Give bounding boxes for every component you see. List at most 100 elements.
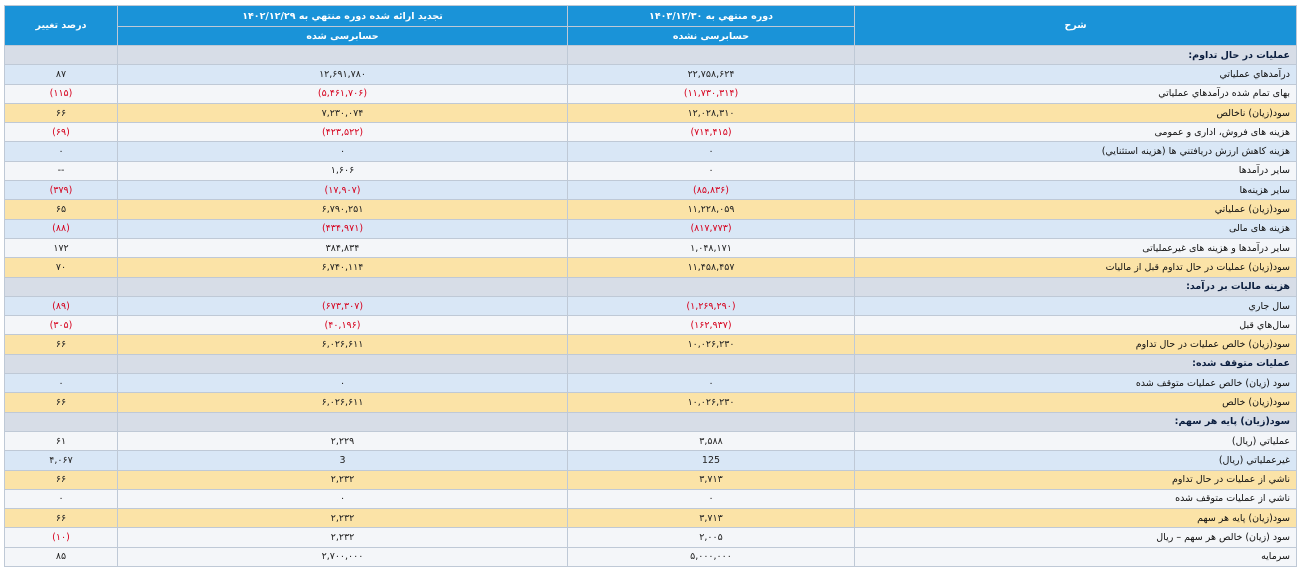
row-current-value: ۳,۷۱۳	[567, 508, 855, 529]
row-previous-value	[117, 276, 568, 297]
row-description: غيرعملياتي (ريال)	[854, 450, 1297, 471]
section-header-row: عملیات در حال تداوم:	[4, 44, 1297, 66]
table-row: هزينه هاى فروش، ادارى و عمومى (۷۱۴,۴۱۵) (۴…	[4, 122, 1297, 143]
row-description: بهاى تمام شده درآمدهاي عملياتي	[854, 83, 1297, 104]
row-description: سال جاري	[854, 295, 1297, 317]
row-previous-value: ۱۲,۶۹۱,۷۸۰	[117, 64, 568, 85]
row-previous-value	[117, 353, 568, 375]
row-current-value: ۰	[567, 488, 855, 510]
row-current-value: (۱۶۲,۹۳۷)	[567, 315, 855, 336]
row-description: سود(زيان) پايه هر سهم	[854, 508, 1297, 529]
table-row: ناشي از عمليات در حال تداوم ۳,۷۱۳ ۲,۲۳۲ ۶۶	[4, 469, 1297, 490]
row-current-value: (۷۱۴,۴۱۵)	[567, 122, 855, 143]
header-current-period: دوره منتهي به ۱۴۰۳/۱۲/۳۰	[567, 5, 855, 27]
row-current-value: ۱۱,۲۲۸,۰۵۹	[567, 199, 855, 220]
table-row: غيرعملياتي (ريال) 125 3 ۴,۰۶۷	[4, 450, 1297, 471]
row-description: عملیات در حال تداوم:	[854, 44, 1297, 66]
row-previous-value: ۰	[117, 488, 568, 510]
row-description: سال‌هاي قبل	[854, 315, 1297, 336]
row-change-percent: ۶۱	[4, 430, 118, 452]
section-header-row: هزينه ماليات بر درآمد:	[4, 276, 1297, 297]
row-change-percent: ۶۶	[4, 469, 118, 490]
row-change-percent: (۳۷۹)	[4, 180, 118, 201]
row-current-value: ۱,۰۴۸,۱۷۱	[567, 237, 855, 259]
row-description: سود(زيان) عمليات در حال تداوم قبل از مال…	[854, 257, 1297, 278]
row-current-value	[567, 44, 855, 66]
row-change-percent: ۴,۰۶۷	[4, 450, 118, 471]
table-row: سود(زيان) ناخالص ۱۲,۰۲۸,۳۱۰ ۷,۲۳۰,۰۷۴ ۶۶	[4, 102, 1297, 124]
row-current-value: 125	[567, 450, 855, 471]
row-current-value: ۱۱,۴۵۸,۴۵۷	[567, 257, 855, 278]
row-current-value	[567, 353, 855, 375]
row-description: سود(زيان) خالص	[854, 392, 1297, 413]
row-description: ساير درآمدها و هزينه هاى غيرعملياتى	[854, 237, 1297, 259]
row-previous-value: (۴۰,۱۹۶)	[117, 315, 568, 336]
row-current-value: ۱۰,۰۲۶,۲۳۰	[567, 392, 855, 413]
table-row: هزينه کاهش ارزش دريافتني ها (هزينه استثن…	[4, 141, 1297, 162]
section-header-row: عمليات متوقف شده:	[4, 353, 1297, 375]
header-previous-audit-status: حسابرسی شده	[117, 26, 568, 46]
row-current-value: ۰	[567, 160, 855, 182]
row-change-percent: ۸۵	[4, 546, 118, 568]
row-change-percent: ۰	[4, 373, 118, 394]
row-change-percent: --	[4, 160, 118, 182]
row-current-value: ۳,۵۸۸	[567, 430, 855, 452]
row-current-value: (۱۱,۷۳۰,۳۱۴)	[567, 83, 855, 104]
row-change-percent: ۶۶	[4, 334, 118, 355]
row-change-percent	[4, 411, 118, 432]
row-change-percent: ۶۵	[4, 199, 118, 220]
row-description: سود(زيان) ناخالص	[854, 102, 1297, 124]
row-change-percent: (۱۱۵)	[4, 83, 118, 104]
row-current-value	[567, 411, 855, 432]
row-change-percent: ۰	[4, 141, 118, 162]
table-row: سود(زيان) خالص ۱۰,۰۲۶,۲۳۰ ۶,۰۲۶,۶۱۱ ۶۶	[4, 392, 1297, 413]
table-row: سود(زيان) عملياتي ۱۱,۲۲۸,۰۵۹ ۶,۷۹۰,۲۵۱ ۶۵	[4, 199, 1297, 220]
subheader-row: حسابرسی نشده حسابرسی شده	[5, 26, 1297, 46]
row-previous-value: ۲,۲۳۲	[117, 469, 568, 490]
table-row: سود(زيان) عمليات در حال تداوم قبل از مال…	[4, 257, 1297, 278]
row-previous-value: 3	[117, 450, 568, 471]
row-change-percent: ۰	[4, 488, 118, 510]
table-row: درآمدهاي عملياتي ۲۲,۷۵۸,۶۲۴ ۱۲,۶۹۱,۷۸۰ ۸۷	[4, 64, 1297, 85]
row-previous-value: ۶,۷۴۰,۱۱۴	[117, 257, 568, 278]
row-change-percent	[4, 44, 118, 66]
section-header-row: سود(زيان) پايه هر سهم:	[4, 411, 1297, 432]
row-change-percent: ۸۷	[4, 64, 118, 85]
row-previous-value	[117, 44, 568, 66]
row-description: سود (زيان) خالص هر سهم – ريال	[854, 527, 1297, 548]
header-row: شرح دوره منتهي به ۱۴۰۳/۱۲/۳۰ تجدید ارائه…	[4, 5, 1297, 46]
row-change-percent: (۱۰)	[4, 527, 118, 548]
row-change-percent	[4, 276, 118, 297]
income-statement-table: شرح دوره منتهي به ۱۴۰۳/۱۲/۳۰ تجدید ارائه…	[4, 5, 1297, 568]
row-previous-value: (۴۲۳,۵۲۲)	[117, 122, 568, 143]
header-desc: شرح	[854, 5, 1297, 46]
row-description: سایر هزینه‌ها	[854, 180, 1297, 201]
row-description: سود (زيان) خالص عمليات متوقف شده	[854, 373, 1297, 394]
table-row: ساير درآمدها ۰ ۱,۶۰۶ --	[4, 160, 1297, 182]
header-change-percent: درصد تغییر	[4, 5, 118, 46]
row-change-percent: ۷۰	[4, 257, 118, 278]
row-previous-value: ۰	[117, 373, 568, 394]
row-change-percent: ۶۶	[4, 102, 118, 124]
row-description: درآمدهاي عملياتي	[854, 64, 1297, 85]
row-previous-value: ۲,۷۰۰,۰۰۰	[117, 546, 568, 568]
row-current-value: (۸۵,۸۳۶)	[567, 180, 855, 201]
table-row: سال‌هاي قبل (۱۶۲,۹۳۷) (۴۰,۱۹۶) (۳۰۵)	[4, 315, 1297, 336]
row-previous-value: ۱,۶۰۶	[117, 160, 568, 182]
row-description: ناشي از عمليات در حال تداوم	[854, 469, 1297, 490]
row-current-value: (۸۱۷,۷۷۳)	[567, 218, 855, 239]
header-previous-period: تجدید ارائه شده دوره منتهي به ۱۴۰۲/۱۲/۲۹	[117, 5, 568, 27]
income-statement: شرح دوره منتهي به ۱۴۰۳/۱۲/۳۰ تجدید ارائه…	[4, 5, 1297, 568]
row-description: ناشي از عمليات متوقف شده	[854, 488, 1297, 510]
row-current-value: ۱۲,۰۲۸,۳۱۰	[567, 102, 855, 124]
row-previous-value: ۶,۰۲۶,۶۱۱	[117, 392, 568, 413]
row-change-percent: (۳۰۵)	[4, 315, 118, 336]
row-current-value: ۲,۰۰۵	[567, 527, 855, 548]
table-row: سرمايه ۵,۰۰۰,۰۰۰ ۲,۷۰۰,۰۰۰ ۸۵	[4, 546, 1297, 568]
row-current-value: ۲۲,۷۵۸,۶۲۴	[567, 64, 855, 85]
table-row: عملياتي (ريال) ۳,۵۸۸ ۲,۲۲۹ ۶۱	[4, 430, 1297, 452]
row-previous-value: (۵,۴۶۱,۷۰۶)	[117, 83, 568, 104]
row-change-percent: ۱۷۲	[4, 237, 118, 259]
row-previous-value: ۲,۲۳۲	[117, 527, 568, 548]
table-row: سال جاري (۱,۲۶۹,۲۹۰) (۶۷۳,۳۰۷) (۸۹)	[4, 295, 1297, 317]
